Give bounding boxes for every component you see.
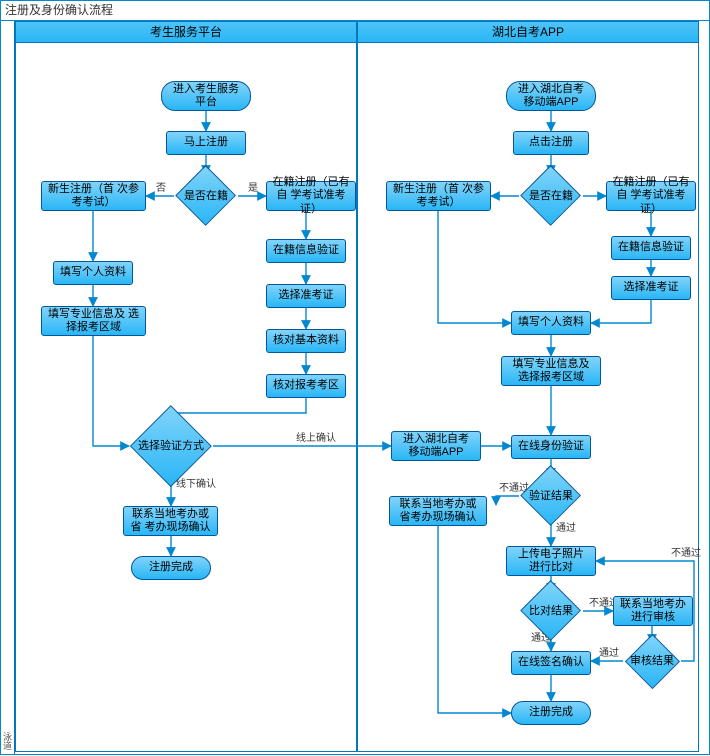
- node-label-r_cres: 比对结果: [511, 593, 591, 629]
- node-l_reg: 马上注册: [166, 131, 246, 155]
- node-r_fill2: 填写专业信息及 选择报考区域: [501, 356, 601, 386]
- node-l_fill: 填写个人资料: [53, 261, 133, 285]
- flow-title: 注册及身份确认流程: [1, 1, 709, 21]
- node-r_rev: 联系当地考办 进行审核: [613, 596, 693, 626]
- node-r_off: 联系当地考办或 省考办现场确认: [389, 496, 487, 526]
- node-r_done: 注册完成: [511, 701, 591, 725]
- lane-header-left: 考生服务平台: [15, 21, 357, 43]
- node-r_fill: 填写个人资料: [511, 311, 591, 335]
- node-label-r_vres: 验证结果: [511, 478, 591, 514]
- node-l_new: 新生注册（首 次参考考试）: [41, 181, 146, 211]
- node-label-r_diam: 是否在籍: [511, 176, 591, 216]
- node-r_sign: 在线签名确认: [511, 651, 591, 675]
- node-r_exist: 在籍注册（已有自 学考试准考证）: [606, 181, 696, 211]
- node-l_enter: 进入考生服务 平台: [161, 81, 251, 111]
- node-label-l_sel: 选择验证方式: [121, 425, 221, 467]
- lane-header-right: 湖北自考APP: [357, 21, 699, 43]
- node-l_off: 联系当地考办或省 考办现场确认: [123, 506, 218, 536]
- node-l_basic: 核对基本资料: [266, 329, 346, 353]
- side-label: 泳道: [1, 21, 15, 754]
- node-l_exist: 在籍注册（已有自 学考试准考证）: [266, 181, 356, 211]
- node-l_verify: 在籍信息验证: [266, 239, 346, 263]
- node-l_done: 注册完成: [131, 556, 211, 580]
- node-r_verify: 在籍信息验证: [611, 236, 691, 260]
- node-l_fill2: 填写专业信息及 选择报考区域: [41, 306, 146, 336]
- node-r_online: 在线身份验证: [511, 435, 591, 459]
- node-r_photo: 上传电子照片 进行比对: [506, 546, 596, 576]
- node-l_zkz: 选择准考证: [266, 284, 346, 308]
- node-label-r_ares: 审核结果: [615, 644, 689, 678]
- node-r_enter: 进入湖北自考 移动端APP: [506, 81, 596, 111]
- node-r_zkz: 选择准考证: [611, 276, 691, 300]
- node-r_reg: 点击注册: [513, 131, 589, 155]
- node-l_area: 核对报考考区: [266, 374, 346, 398]
- node-r_app2: 进入湖北自考 移动端APP: [391, 431, 481, 461]
- node-r_new: 新生注册（首 次参考考试）: [386, 181, 491, 211]
- node-label-l_diam: 是否在籍: [166, 176, 246, 216]
